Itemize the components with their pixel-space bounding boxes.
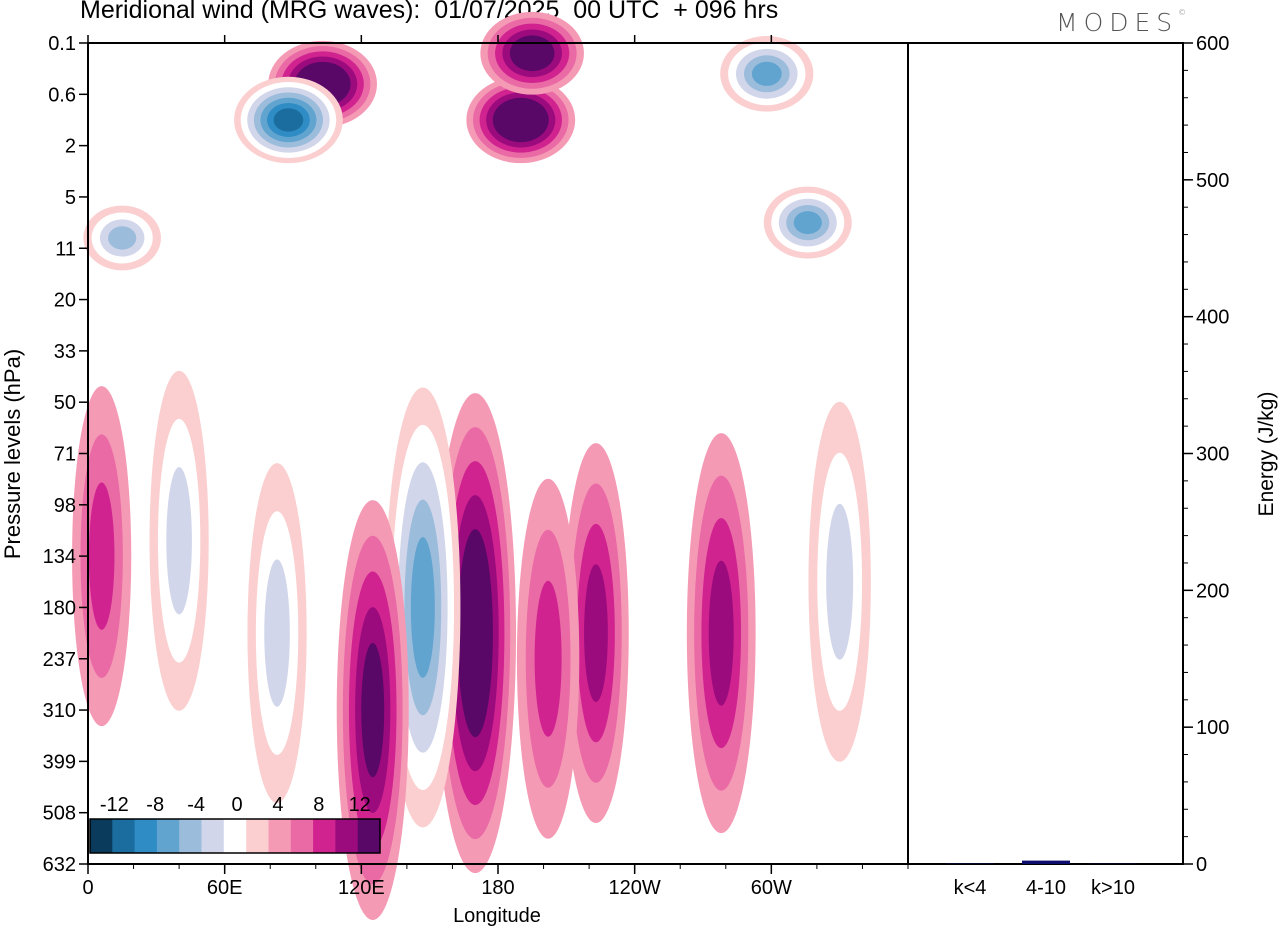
energy-panel-frame xyxy=(907,42,1184,865)
colorbar-label: -4 xyxy=(187,794,205,816)
heatmap-contour xyxy=(793,211,822,235)
colorbar-swatch xyxy=(246,819,269,853)
y-tick-label: 134 xyxy=(43,546,76,568)
colorbar-swatch xyxy=(313,819,336,853)
y-tick-label: 310 xyxy=(43,700,76,722)
heatmap-contour xyxy=(361,642,385,778)
brand-mark: © xyxy=(1178,8,1187,17)
x-tick-label: 60E xyxy=(207,877,243,899)
colorbar-swatch xyxy=(268,819,292,853)
colorbar-label: -12 xyxy=(100,794,129,816)
colorbar-swatch xyxy=(179,819,202,853)
heatmap-feature xyxy=(808,401,871,762)
heatmap-feature xyxy=(83,205,161,271)
heatmap-contour xyxy=(708,560,734,706)
energy-category-label: k>10 xyxy=(1091,877,1135,899)
energy-tick-label: 400 xyxy=(1196,307,1229,329)
energy-tick-label: 100 xyxy=(1196,717,1229,739)
x-axis-label: Longitude xyxy=(453,905,541,927)
y-tick-label: 632 xyxy=(43,854,76,876)
colorbar-label: -8 xyxy=(146,794,164,816)
heatmap-feature xyxy=(686,433,756,834)
heatmap-feature xyxy=(336,500,409,921)
x-tick-label: 120E xyxy=(338,877,385,899)
energy-tick-label: 300 xyxy=(1196,444,1229,466)
energy-tick-label: 200 xyxy=(1196,580,1229,602)
y-tick-label: 180 xyxy=(43,597,76,619)
heatmap-feature xyxy=(72,386,132,727)
colorbar-swatch xyxy=(223,819,247,853)
heatmap-feature xyxy=(247,463,307,804)
energy-bars: k<4 4-10 k>10 xyxy=(946,860,1137,899)
heatmap-feature xyxy=(563,443,629,824)
y-tick-label: 399 xyxy=(43,751,76,773)
y-tick-label: 237 xyxy=(43,649,76,671)
x-tick-label: 120W xyxy=(609,877,661,899)
y-tick-label: 0.1 xyxy=(48,33,76,55)
heatmap-feature xyxy=(480,11,584,95)
heatmap-contour xyxy=(463,563,488,704)
colorbar-swatch xyxy=(134,819,158,853)
energy-bar xyxy=(1022,860,1070,864)
heatmap-axes: 0 60E 120E 180 120W 60W 0.1 0.6 2 5 11 20 33 50 71 98 13… xyxy=(43,33,909,899)
heatmap-feature xyxy=(149,370,209,711)
energy-tick-label: 0 xyxy=(1196,854,1207,876)
x-tick-label: 180 xyxy=(481,877,514,899)
colorbar-swatch xyxy=(290,819,314,853)
y-tick-label: 508 xyxy=(43,803,76,825)
brand-logo: MODES© xyxy=(1056,8,1186,37)
heatmap-contour xyxy=(88,482,115,630)
heatmap-contour xyxy=(751,61,782,86)
heatmap-contour xyxy=(108,226,137,250)
heatmap-contour xyxy=(584,564,608,702)
heatmap-contour xyxy=(273,108,304,132)
colorbar-frame xyxy=(89,818,381,854)
chart-title: Meridional wind (MRG waves): 01/07/2025 … xyxy=(80,0,779,24)
heatmap-contour xyxy=(826,503,854,660)
colorbar-swatch xyxy=(156,819,180,853)
heatmap-contour xyxy=(166,467,192,615)
y-tick-label: 71 xyxy=(54,444,76,466)
energy-tick-label: 500 xyxy=(1196,170,1229,192)
energy-tick-label: 600 xyxy=(1196,33,1229,55)
y-tick-label: 98 xyxy=(54,495,76,517)
colorbar-label: 4 xyxy=(272,794,283,816)
colorbar: -12 -8 -4 0 4 8 12 xyxy=(89,794,381,854)
colorbar-label: 0 xyxy=(231,794,242,816)
brand-text: MODES xyxy=(1056,8,1179,37)
y-tick-label: 2 xyxy=(65,136,76,158)
heatmap-feature xyxy=(234,76,343,164)
colorbar-swatch xyxy=(90,819,113,853)
y-tick-label: 20 xyxy=(54,290,76,312)
x-tick-label: 0 xyxy=(82,877,93,899)
heatmap-contour xyxy=(505,108,536,132)
colorbar-swatch xyxy=(112,819,136,853)
heatmap-feature xyxy=(763,186,852,259)
heatmap-feature xyxy=(466,76,576,164)
y-tick-label: 50 xyxy=(54,392,76,414)
y-tick-label: 33 xyxy=(54,341,76,363)
y-axis-label: Pressure levels (hPa) xyxy=(0,349,25,559)
x-tick-label: 60W xyxy=(751,877,792,899)
heatmap-contour xyxy=(410,537,435,678)
colorbar-swatch xyxy=(335,819,359,853)
heatmap-feature xyxy=(720,35,814,112)
heatmap-contour xyxy=(517,41,548,66)
energy-axis-label: Energy (J/kg) xyxy=(1255,392,1278,517)
heatmap-contour xyxy=(264,559,290,707)
colorbar-swatch xyxy=(201,819,225,853)
colorbar-label: 8 xyxy=(313,794,324,816)
heatmap-contour xyxy=(534,580,562,737)
heatmap-field xyxy=(72,11,871,921)
energy-category-label: k<4 xyxy=(954,877,987,899)
colorbar-label: 12 xyxy=(349,794,371,816)
y-tick-label: 11 xyxy=(55,238,76,260)
y-tick-label: 5 xyxy=(65,187,76,209)
colorbar-swatch xyxy=(357,819,381,853)
heatmap-feature xyxy=(516,478,580,839)
energy-axes: 0 100 200 300 400 500 600 xyxy=(1183,33,1229,876)
energy-category-label: 4-10 xyxy=(1026,877,1066,899)
y-tick-label: 0.6 xyxy=(48,84,76,106)
